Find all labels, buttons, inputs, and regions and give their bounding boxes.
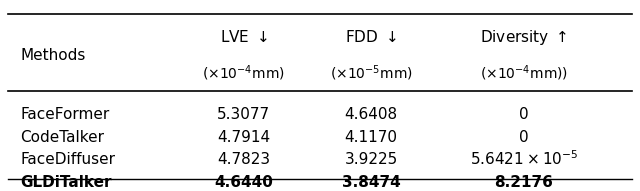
Text: LVE $\downarrow$: LVE $\downarrow$: [220, 29, 268, 45]
Text: $(\times10^{-4}$mm$))$: $(\times10^{-4}$mm$))$: [480, 63, 568, 83]
Text: 0: 0: [519, 107, 529, 122]
Text: $(\times10^{-5}$mm$)$: $(\times10^{-5}$mm$)$: [330, 63, 412, 83]
Text: 4.6408: 4.6408: [344, 107, 397, 122]
Text: 3.9225: 3.9225: [344, 152, 397, 167]
Text: $(\times10^{-4}$mm$)$: $(\times10^{-4}$mm$)$: [202, 63, 285, 83]
Text: FaceFormer: FaceFormer: [20, 107, 109, 122]
Text: 5.3077: 5.3077: [217, 107, 270, 122]
Text: 0: 0: [519, 130, 529, 145]
Text: FaceDiffuser: FaceDiffuser: [20, 152, 115, 167]
Text: Methods: Methods: [20, 48, 86, 63]
Text: 4.7823: 4.7823: [217, 152, 270, 167]
Text: Diversity $\uparrow$: Diversity $\uparrow$: [480, 28, 568, 47]
Text: 4.7914: 4.7914: [217, 130, 270, 145]
Text: CodeTalker: CodeTalker: [20, 130, 104, 145]
Text: FDD $\downarrow$: FDD $\downarrow$: [345, 29, 397, 45]
Text: $5.6421 \times 10^{-5}$: $5.6421 \times 10^{-5}$: [470, 150, 578, 168]
Text: GLDiTalker: GLDiTalker: [20, 175, 112, 190]
Text: 4.1170: 4.1170: [344, 130, 397, 145]
Text: 4.6440: 4.6440: [214, 175, 273, 190]
Text: 8.2176: 8.2176: [495, 175, 554, 190]
Text: 3.8474: 3.8474: [342, 175, 401, 190]
